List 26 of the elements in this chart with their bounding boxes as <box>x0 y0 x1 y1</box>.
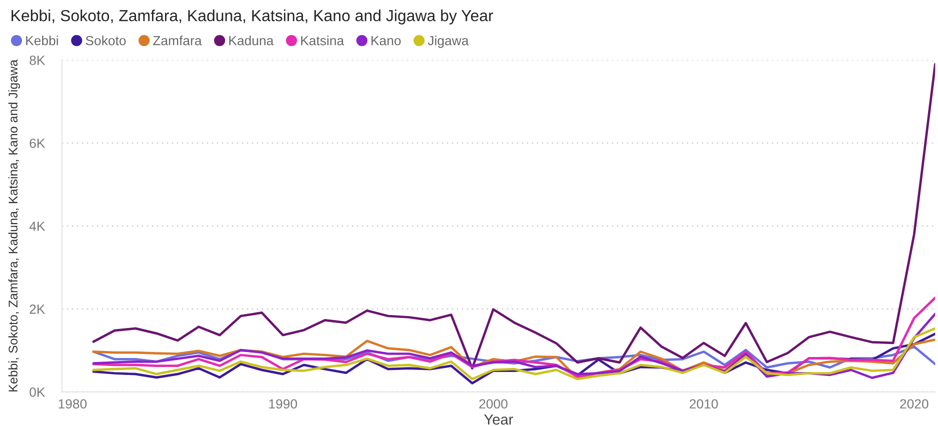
legend-label: Zamfara <box>153 36 202 46</box>
line-series <box>92 327 936 380</box>
x-tick-label: 2000 <box>479 399 508 409</box>
y-axis-title: Kebbi, Sokoto, Zamfara, Kaduna, Katsina, Kano and Jigawa <box>8 60 20 392</box>
legend-label: Kaduna <box>229 36 274 46</box>
line-series <box>92 332 936 384</box>
y-tick-label: 0K <box>30 387 46 397</box>
line-series <box>92 63 936 370</box>
y-tick-label: 2K <box>30 304 46 314</box>
x-tick-label: 2020 <box>900 399 928 409</box>
legend-label: Jigawa <box>428 36 469 48</box>
legend-label: Kano <box>372 36 401 46</box>
x-tick-label: 2010 <box>690 399 718 409</box>
x-axis-title: Year <box>484 414 514 425</box>
x-tick-label: 1990 <box>269 399 298 409</box>
line-series <box>92 338 936 380</box>
x-tick-label: 1980 <box>58 399 87 409</box>
y-tick-label: 6K <box>30 138 46 148</box>
line-series <box>92 312 936 379</box>
y-tick-label: 8K <box>30 56 46 65</box>
chart-title: Kebbi, Sokoto, Zamfara, Kaduna, Katsina, Kano and Jigawa by Year <box>12 10 494 24</box>
legend-label: Sokoto <box>86 36 126 46</box>
legend-label: Katsina <box>301 36 344 46</box>
y-tick-label: 4K <box>29 222 46 231</box>
legend-label: Kebbi <box>26 36 58 46</box>
line-series <box>92 296 936 378</box>
